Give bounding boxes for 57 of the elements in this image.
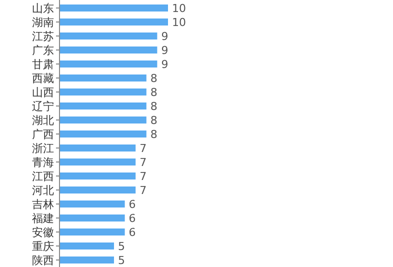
bar bbox=[60, 74, 146, 82]
data-label: 8 bbox=[150, 114, 158, 127]
y-tick-label: 重庆 bbox=[32, 240, 54, 253]
y-tick-label: 青海 bbox=[32, 156, 54, 169]
y-tick-label: 辽宁 bbox=[32, 100, 54, 113]
bar bbox=[60, 256, 114, 264]
data-label: 7 bbox=[140, 170, 147, 183]
data-label: 6 bbox=[128, 212, 136, 225]
bar bbox=[60, 130, 146, 138]
y-tick-label: 吉林 bbox=[32, 198, 54, 211]
bar bbox=[60, 200, 125, 208]
bar bbox=[60, 88, 146, 96]
y-tick-label: 山西 bbox=[32, 86, 54, 99]
y-tick-label: 湖南 bbox=[32, 16, 54, 29]
bar bbox=[60, 60, 158, 68]
y-tick-label: 河北 bbox=[32, 184, 54, 197]
bar bbox=[60, 228, 125, 236]
data-label: 5 bbox=[118, 240, 125, 253]
bar bbox=[60, 172, 136, 180]
bar bbox=[60, 158, 136, 166]
y-tick-label: 江苏 bbox=[32, 30, 54, 43]
y-tick-label: 山东 bbox=[32, 2, 54, 15]
bar bbox=[60, 116, 146, 124]
data-label: 9 bbox=[161, 44, 168, 57]
data-label: 8 bbox=[150, 86, 158, 99]
data-label: 7 bbox=[140, 156, 147, 169]
y-tick-label: 西藏 bbox=[32, 72, 54, 85]
bar bbox=[60, 144, 136, 152]
data-label: 9 bbox=[161, 30, 168, 43]
y-tick-label: 湖北 bbox=[32, 114, 54, 127]
data-label: 6 bbox=[128, 226, 136, 239]
bar bbox=[60, 186, 136, 194]
data-label: 9 bbox=[161, 58, 168, 71]
data-label: 10 bbox=[172, 16, 186, 29]
data-label: 8 bbox=[150, 128, 158, 141]
bar bbox=[60, 242, 114, 250]
bar bbox=[60, 214, 125, 222]
y-tick-label: 陕西 bbox=[32, 254, 54, 267]
data-label: 8 bbox=[150, 72, 158, 85]
y-tick-label: 安徽 bbox=[32, 226, 54, 239]
data-label: 10 bbox=[172, 2, 186, 15]
y-tick-label: 甘肃 bbox=[32, 58, 54, 71]
data-label: 6 bbox=[128, 198, 136, 211]
bar bbox=[60, 4, 168, 12]
y-tick-label: 江西 bbox=[32, 170, 54, 183]
y-tick-label: 广西 bbox=[32, 128, 54, 141]
bar bbox=[60, 102, 146, 110]
y-tick-label: 福建 bbox=[32, 212, 54, 225]
bar bbox=[60, 18, 168, 26]
y-tick-label: 广东 bbox=[32, 44, 54, 57]
bar bbox=[60, 46, 158, 54]
data-label: 8 bbox=[150, 100, 158, 113]
data-label: 7 bbox=[140, 184, 147, 197]
data-label: 7 bbox=[140, 142, 147, 155]
bar bbox=[60, 32, 158, 40]
y-tick-label: 浙江 bbox=[32, 142, 54, 155]
data-label: 5 bbox=[118, 254, 125, 267]
